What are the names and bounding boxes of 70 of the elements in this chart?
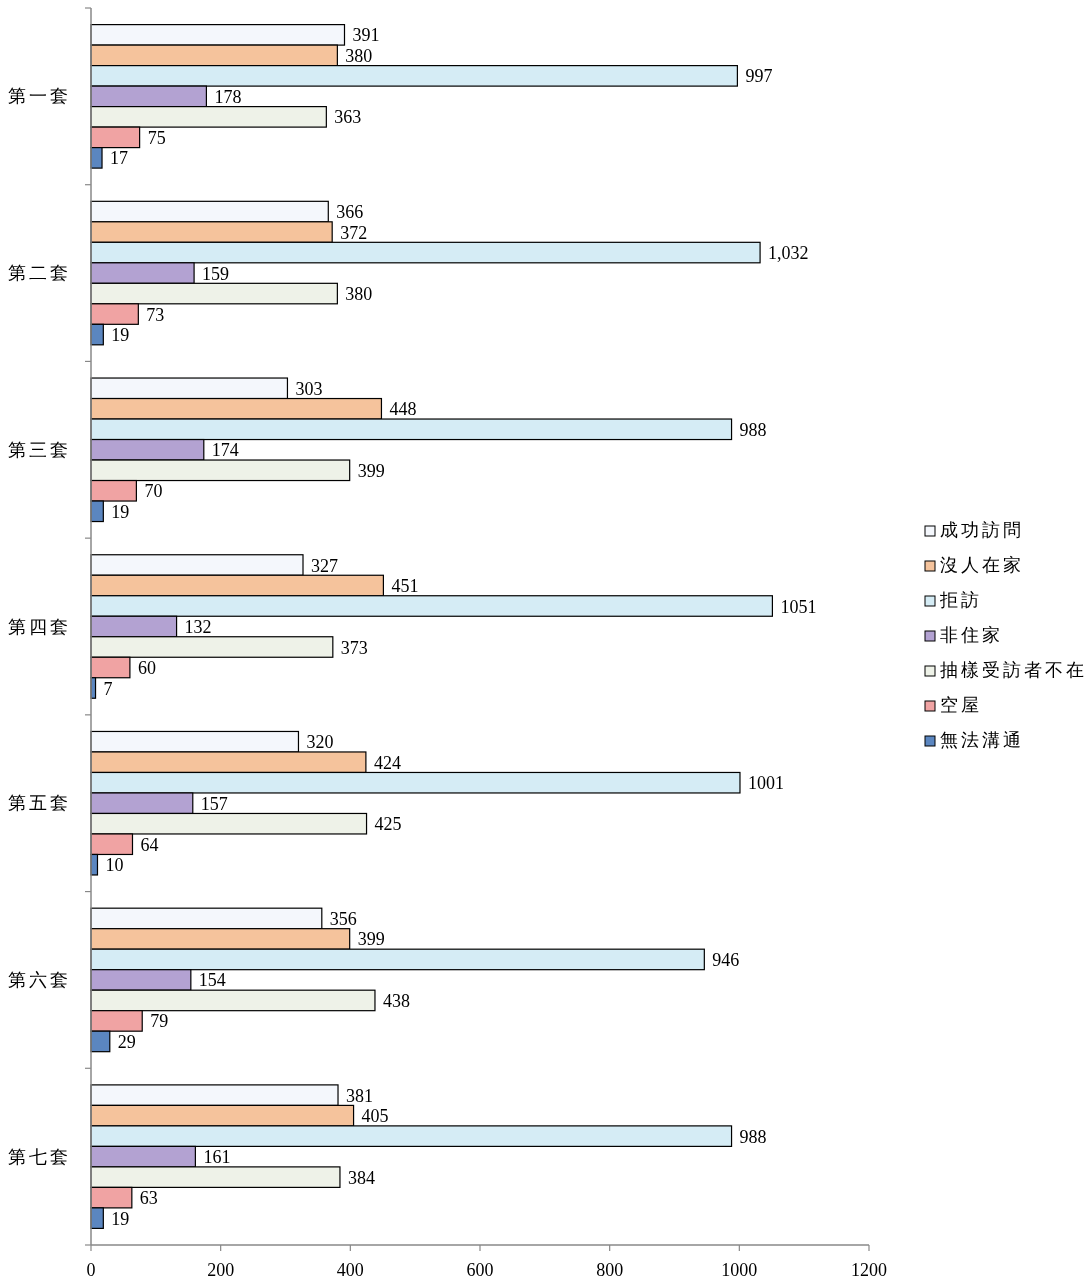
- data-label: 391: [352, 25, 380, 46]
- data-label: 1001: [747, 773, 784, 794]
- data-label: 373: [340, 637, 368, 658]
- data-label: 320: [306, 732, 334, 753]
- y-tick-label: 第二套: [8, 263, 71, 284]
- data-label: 1,032: [768, 243, 809, 264]
- data-label: 154: [198, 970, 226, 991]
- data-label: 384: [347, 1167, 375, 1188]
- data-label: 381: [346, 1085, 374, 1106]
- y-tick-label: 第四套: [8, 616, 71, 637]
- data-label: 448: [389, 399, 417, 420]
- data-label: 161: [203, 1147, 231, 1168]
- data-label: 75: [147, 127, 166, 148]
- y-tick-label: 第五套: [8, 793, 71, 814]
- y-tick-label: 第三套: [8, 439, 71, 460]
- data-label: 19: [111, 501, 130, 522]
- y-tick-label: 第六套: [8, 969, 71, 990]
- data-label: 372: [340, 222, 368, 243]
- data-label: 399: [357, 929, 385, 950]
- data-label: 178: [214, 86, 242, 107]
- data-label: 399: [357, 460, 385, 481]
- x-tick-label: 800: [596, 1260, 624, 1280]
- data-label: 63: [139, 1188, 158, 1209]
- legend-label: 空屋: [940, 695, 982, 715]
- data-label: 988: [739, 419, 767, 440]
- data-label: 1051: [780, 596, 817, 617]
- legend-label: 成功訪問: [940, 520, 1024, 540]
- data-label: 405: [361, 1106, 389, 1127]
- legend-label: 無法溝通: [940, 730, 1024, 750]
- data-label: 157: [200, 793, 228, 814]
- legend-label: 沒人在家: [940, 555, 1024, 575]
- data-label: 19: [111, 1208, 130, 1229]
- data-label: 10: [105, 855, 124, 876]
- data-label: 29: [117, 1031, 136, 1052]
- data-label: 451: [391, 576, 419, 596]
- data-label: 424: [373, 752, 401, 773]
- data-label: 132: [184, 617, 212, 637]
- data-label: 997: [745, 66, 773, 87]
- data-label: 988: [739, 1126, 767, 1147]
- legend-label: 拒訪: [939, 590, 982, 610]
- data-label: 363: [334, 107, 362, 128]
- x-tick-label: 1000: [721, 1260, 758, 1280]
- data-label: 946: [712, 949, 740, 970]
- y-tick-label: 第一套: [8, 86, 71, 107]
- x-tick-label: 1200: [851, 1260, 887, 1280]
- y-tick-label: 第七套: [8, 1146, 71, 1167]
- data-label: 70: [144, 481, 163, 502]
- data-label: 159: [202, 263, 230, 284]
- data-label: 425: [374, 814, 402, 835]
- data-label: 438: [382, 990, 410, 1011]
- data-label: 60: [137, 658, 156, 678]
- data-label: 79: [150, 1011, 169, 1032]
- data-label: 380: [345, 45, 373, 66]
- data-label: 327: [311, 555, 339, 576]
- legend-label: 抽樣受訪者不在: [940, 660, 1087, 680]
- data-label: 17: [110, 148, 129, 169]
- data-label: 366: [336, 202, 364, 223]
- data-label: 174: [211, 440, 239, 461]
- data-label: 19: [111, 325, 130, 346]
- legend-label: 非住家: [940, 625, 1003, 645]
- x-tick-label: 600: [466, 1260, 494, 1280]
- data-label: 64: [140, 834, 159, 855]
- x-tick-label: 400: [336, 1260, 364, 1280]
- data-label: 356: [329, 908, 357, 929]
- x-tick-label: 200: [207, 1260, 235, 1280]
- x-tick-label: 0: [86, 1260, 96, 1280]
- data-label: 303: [295, 378, 323, 399]
- data-label: 7: [103, 678, 113, 699]
- data-label: 73: [146, 304, 165, 325]
- data-label: 380: [345, 284, 373, 305]
